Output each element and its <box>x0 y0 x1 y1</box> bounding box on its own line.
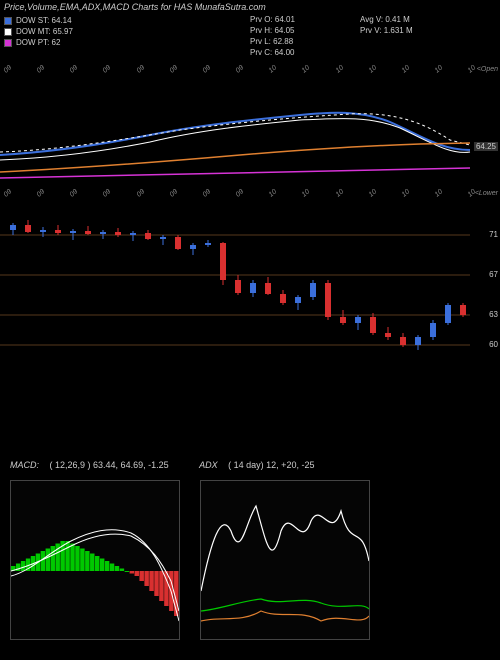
prv-h: Prv H: 64.05 <box>250 25 295 36</box>
candle-panel <box>0 205 500 365</box>
legend-st-label: DOW ST: 64.14 <box>16 16 72 25</box>
adx-label: ADX <box>199 460 218 470</box>
grid-label: 60 <box>489 340 498 349</box>
swatch-st <box>4 17 12 25</box>
legend-pt-label: DOW PT: 62 <box>16 38 60 47</box>
header-stats-2: Avg V: 0.41 M Prv V: 1.631 M <box>360 14 413 36</box>
avg-v: Avg V: 0.41 M <box>360 14 413 25</box>
adx-panel <box>200 480 370 640</box>
indicator-labels: MACD: ( 12,26,9 ) 63.44, 64.69, -1.25 AD… <box>10 460 322 470</box>
ema-panel: 64.25 <box>0 80 500 180</box>
grid-label: 67 <box>489 270 498 279</box>
prv-v: Prv V: 1.631 M <box>360 25 413 36</box>
date-axis-mid: 090909090909090910101010101010 <box>0 190 480 197</box>
prv-o: Prv O: 64.01 <box>250 14 295 25</box>
page-title: Price,Volume,EMA,ADX,MACD Charts for HAS… <box>4 2 266 12</box>
date-axis-top: 090909090909090910101010101010 <box>0 66 480 73</box>
macd-label: MACD: <box>10 460 39 470</box>
axis-label-open: <Open <box>477 66 498 73</box>
legend-st: DOW ST: 64.14 <box>4 16 73 25</box>
price-label: 64.25 <box>474 142 498 151</box>
swatch-pt <box>4 39 12 47</box>
grid-label: 71 <box>489 230 498 239</box>
legend: DOW ST: 64.14 DOW MT: 65.97 DOW PT: 62 <box>4 16 73 49</box>
swatch-mt <box>4 28 12 36</box>
adx-params: ( 14 day) 12, +20, -25 <box>228 460 314 470</box>
prv-l: Prv L: 62.88 <box>250 36 295 47</box>
legend-mt: DOW MT: 65.97 <box>4 27 73 36</box>
axis-label-lower: <Lower <box>475 190 498 197</box>
prv-c: Prv C: 64.00 <box>250 47 295 58</box>
header-stats-1: Prv O: 64.01 Prv H: 64.05 Prv L: 62.88 P… <box>250 14 295 58</box>
legend-mt-label: DOW MT: 65.97 <box>16 27 73 36</box>
macd-params: ( 12,26,9 ) 63.44, 64.69, -1.25 <box>50 460 169 470</box>
legend-pt: DOW PT: 62 <box>4 38 73 47</box>
grid-label: 63 <box>489 310 498 319</box>
macd-panel <box>10 480 180 640</box>
